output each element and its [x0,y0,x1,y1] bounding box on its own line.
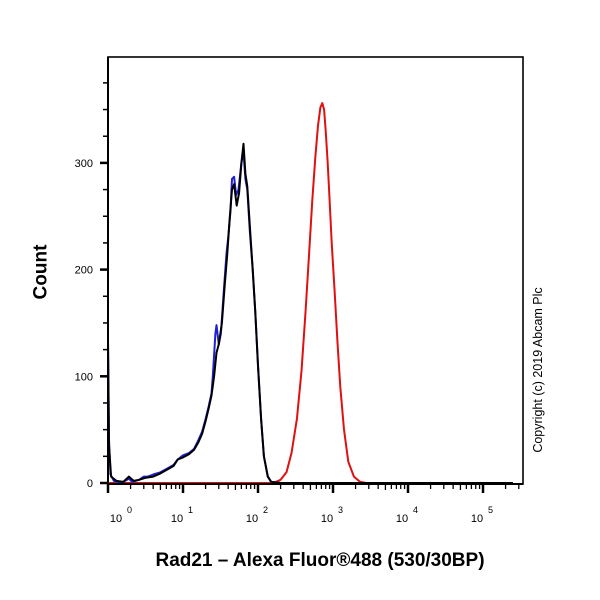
x-tick-exponent: 5 [488,505,493,515]
x-tick-label: 10 [246,513,258,525]
y-tick-label: 100 [75,371,93,383]
y-tick-label: 0 [87,478,93,490]
x-tick-exponent: 4 [413,505,418,515]
y-axis-ticks: 0 100 200 300 [75,82,108,490]
x-tick-label: 10 [321,513,333,525]
histogram-series-isotype-control [107,142,513,484]
y-tick-label: 200 [75,265,93,277]
plot-frame [107,56,524,485]
x-tick-exponent: 1 [188,505,193,515]
x-tick-exponent: 3 [338,505,343,515]
copyright-notice: Copyright (c) 2019 Abcam Plc [531,287,545,453]
x-axis-label: Rad21 – Alexa Fluor®488 (530/30BP) [155,550,485,571]
y-axis-label: Count [30,244,52,300]
y-tick-label: 300 [75,158,93,170]
histogram-series-rad21-antibody [108,102,513,484]
x-tick-label: 10 [171,513,183,525]
x-tick-label: 10 [471,513,483,525]
histogram-curves [107,102,513,484]
x-tick-exponent: 2 [263,505,268,515]
x-tick-label: 10 [110,513,122,525]
x-axis-ticks: 10 0 10 1 10 2 10 3 10 4 10 5 [106,484,520,525]
x-tick-label: 10 [396,513,408,525]
x-tick-exponent: 0 [127,505,132,515]
